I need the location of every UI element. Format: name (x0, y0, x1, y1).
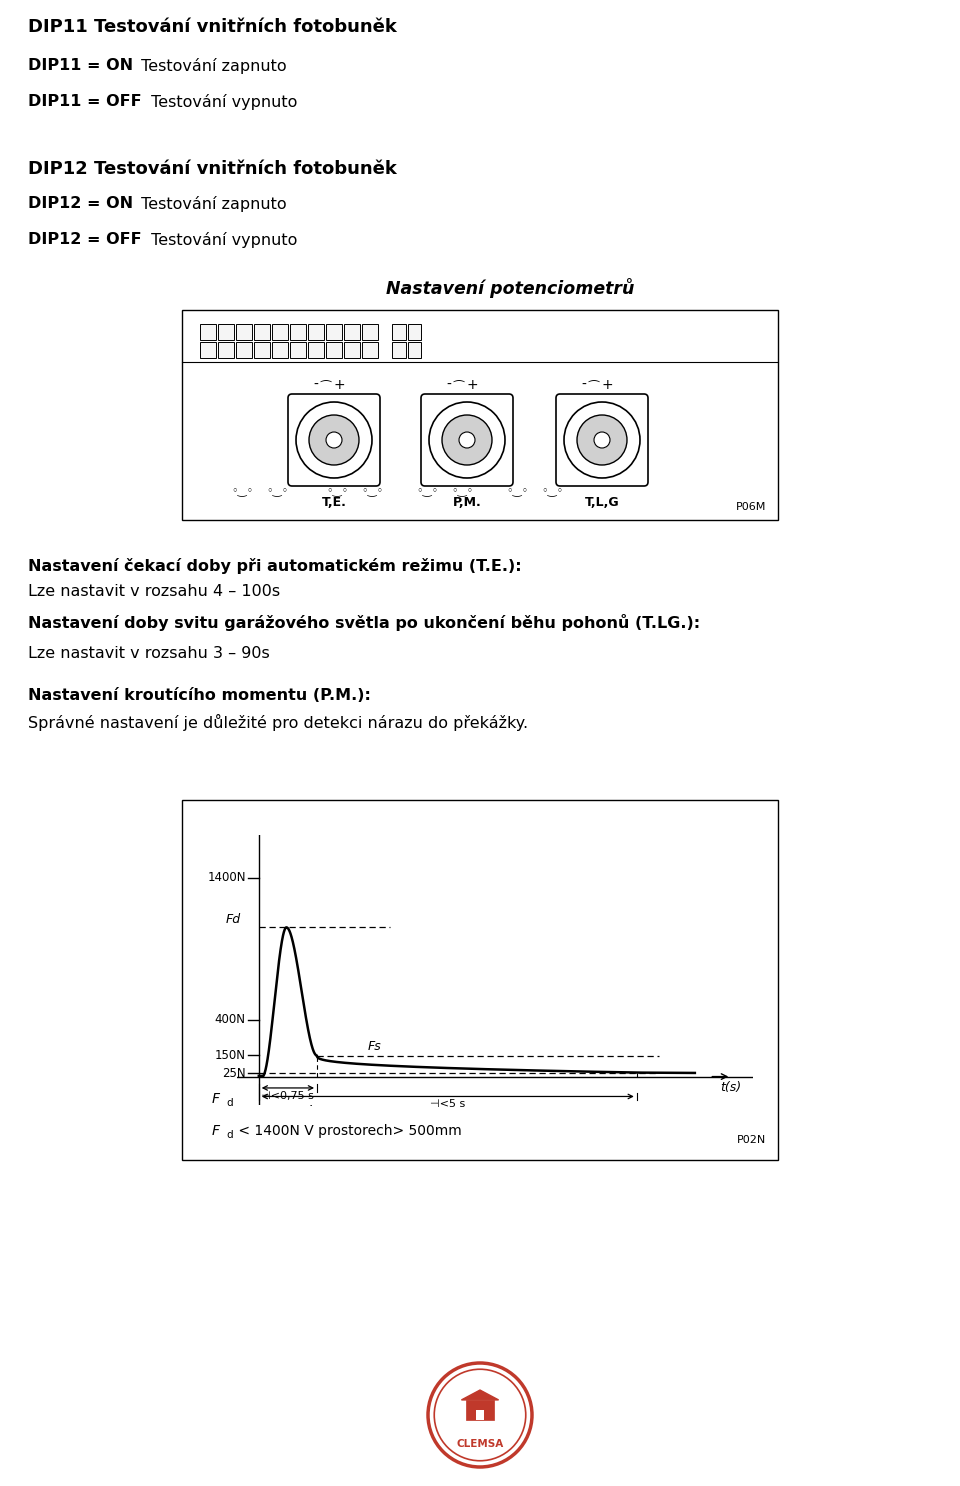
Text: DIP12 = ON: DIP12 = ON (28, 196, 133, 211)
Circle shape (564, 403, 640, 478)
FancyBboxPatch shape (288, 394, 380, 486)
Text: ◦‿◦: ◦‿◦ (230, 487, 253, 496)
Text: DIP11 = OFF: DIP11 = OFF (28, 94, 142, 108)
Polygon shape (462, 1389, 498, 1400)
Bar (308, 342, 324, 358)
Bar (290, 324, 306, 340)
Circle shape (442, 415, 492, 465)
Text: P,M.: P,M. (452, 496, 481, 510)
Text: ◦‿◦: ◦‿◦ (451, 487, 473, 496)
Text: < 400N V prostorech mezi 50mm a 500mm: < 400N V prostorech mezi 50mm a 500mm (234, 1092, 540, 1106)
Bar (344, 324, 360, 340)
Bar (308, 324, 324, 340)
Text: Fd: Fd (226, 912, 241, 926)
Circle shape (429, 403, 505, 478)
Bar (476, 1410, 484, 1419)
Text: CLEMSA: CLEMSA (456, 1438, 504, 1449)
Text: DIP11 Testování vnitřních fotobuněk: DIP11 Testování vnitřních fotobuněk (28, 18, 396, 36)
Text: Testování vypnuto: Testování vypnuto (146, 94, 298, 110)
Text: d: d (226, 1098, 232, 1109)
Text: P02N: P02N (736, 1135, 766, 1146)
Text: ◦‿◦: ◦‿◦ (416, 487, 438, 496)
Text: DIP12 Testování vnitřních fotobuněk: DIP12 Testování vnitřních fotobuněk (28, 160, 396, 178)
Text: Testování zapnuto: Testování zapnuto (136, 58, 287, 74)
Text: ⊣<5 s: ⊣<5 s (430, 1100, 466, 1110)
Bar (254, 324, 270, 340)
Text: 1400N: 1400N (207, 871, 246, 884)
Text: T,E.: T,E. (322, 496, 347, 510)
Bar (218, 324, 234, 340)
Text: +: + (601, 377, 612, 392)
Circle shape (296, 403, 372, 478)
Text: ◦‿◦: ◦‿◦ (540, 487, 564, 496)
Bar (182, 799, 778, 1161)
Text: Nastavení čekací doby při automatickém režimu (T.E.):: Nastavení čekací doby při automatickém r… (28, 559, 521, 574)
Bar (344, 342, 360, 358)
Text: ⁀: ⁀ (588, 383, 599, 395)
Text: F: F (212, 1123, 220, 1138)
Text: Nastavení potenciometrů: Nastavení potenciometrů (386, 278, 635, 299)
Bar (408, 342, 421, 358)
Circle shape (459, 432, 475, 447)
Text: ◦‿◦: ◦‿◦ (506, 487, 528, 496)
Text: Lze nastavit v rozsahu 4 – 100s: Lze nastavit v rozsahu 4 – 100s (28, 584, 280, 599)
FancyBboxPatch shape (421, 394, 513, 486)
Bar (218, 342, 234, 358)
Text: ⁀: ⁀ (454, 383, 464, 395)
Circle shape (326, 432, 342, 447)
Text: +: + (333, 377, 345, 392)
Bar (272, 324, 288, 340)
Circle shape (577, 415, 627, 465)
Bar (254, 342, 270, 358)
Text: Lze nastavit v rozsahu 3 – 90s: Lze nastavit v rozsahu 3 – 90s (28, 646, 270, 661)
Text: Nastavení kroutícího momentu (P.M.):: Nastavení kroutícího momentu (P.M.): (28, 688, 371, 703)
Bar (408, 324, 421, 340)
Text: ⁀: ⁀ (321, 383, 331, 395)
Bar (290, 342, 306, 358)
Bar (272, 342, 288, 358)
Text: DIP11 = ON: DIP11 = ON (28, 58, 133, 73)
Text: -: - (582, 377, 587, 392)
Text: ◦‿◦: ◦‿◦ (266, 487, 288, 496)
Text: DIP12 = OFF: DIP12 = OFF (28, 232, 142, 247)
Circle shape (309, 415, 359, 465)
Bar (326, 324, 342, 340)
Text: 150N: 150N (215, 1049, 246, 1062)
Bar (182, 311, 778, 520)
Bar (326, 342, 342, 358)
Text: -: - (314, 377, 319, 392)
Text: Nastavení doby svitu garážového světla po ukončení běhu pohonů (T.LG.):: Nastavení doby svitu garážového světla p… (28, 614, 700, 632)
Bar (392, 324, 406, 340)
Text: Testování zapnuto: Testování zapnuto (136, 196, 287, 212)
Text: T,L,G: T,L,G (585, 496, 619, 510)
Bar (362, 324, 378, 340)
Bar (236, 342, 252, 358)
Text: 25N: 25N (222, 1067, 246, 1079)
Text: P06M: P06M (735, 502, 766, 513)
Text: ◦‿◦: ◦‿◦ (361, 487, 383, 496)
Text: t(s): t(s) (721, 1080, 742, 1094)
Text: ⊣<0,75 s: ⊣<0,75 s (261, 1091, 314, 1101)
Text: 400N: 400N (215, 1013, 246, 1027)
Text: ◦‿◦: ◦‿◦ (325, 487, 348, 496)
Text: -: - (446, 377, 451, 392)
Text: d: d (226, 1129, 232, 1140)
Bar (392, 342, 406, 358)
Bar (236, 324, 252, 340)
Text: Testování vypnuto: Testování vypnuto (146, 232, 298, 248)
FancyBboxPatch shape (556, 394, 648, 486)
Text: < 1400N V prostorech> 500mm: < 1400N V prostorech> 500mm (234, 1123, 462, 1138)
Bar (200, 324, 216, 340)
Circle shape (434, 1369, 526, 1461)
Circle shape (428, 1363, 532, 1467)
Bar (200, 342, 216, 358)
Text: Fs: Fs (368, 1040, 381, 1052)
Text: Správné nastavení je důležité pro detekci nárazu do překážky.: Správné nastavení je důležité pro detekc… (28, 713, 528, 731)
Bar (362, 342, 378, 358)
Circle shape (594, 432, 610, 447)
Bar (466, 1400, 494, 1419)
Text: F: F (212, 1092, 220, 1106)
Text: +: + (467, 377, 478, 392)
